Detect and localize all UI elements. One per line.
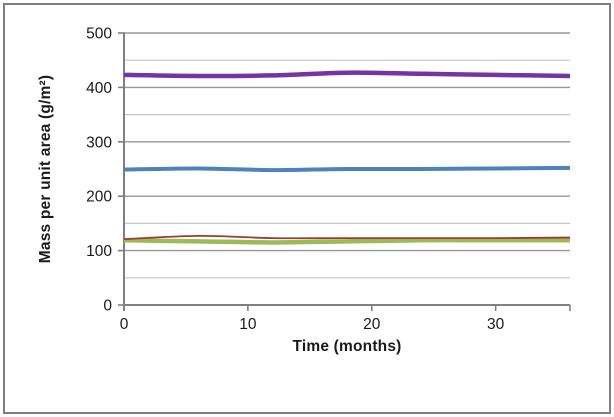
x-axis-title: Time (months) bbox=[292, 338, 402, 355]
y-tick-label: 400 bbox=[86, 80, 112, 97]
y-tick-label: 500 bbox=[86, 26, 112, 43]
x-tick-label: 30 bbox=[487, 316, 505, 333]
series-dark-red bbox=[123, 235, 571, 241]
x-tick-label: 10 bbox=[239, 316, 257, 333]
y-tick-label: 200 bbox=[86, 189, 112, 206]
chart-frame bbox=[3, 3, 611, 414]
y-tick-label: 0 bbox=[103, 298, 112, 315]
series-green bbox=[123, 237, 570, 245]
x-tick-label: 20 bbox=[363, 316, 381, 333]
y-tick-label: 100 bbox=[86, 243, 112, 260]
y-axis-title: Mass per unit area (g/m²) bbox=[37, 74, 54, 264]
y-tick-label: 300 bbox=[86, 134, 112, 151]
series-blue bbox=[123, 165, 571, 173]
series-purple bbox=[123, 70, 571, 79]
x-tick-label: 0 bbox=[120, 316, 129, 333]
